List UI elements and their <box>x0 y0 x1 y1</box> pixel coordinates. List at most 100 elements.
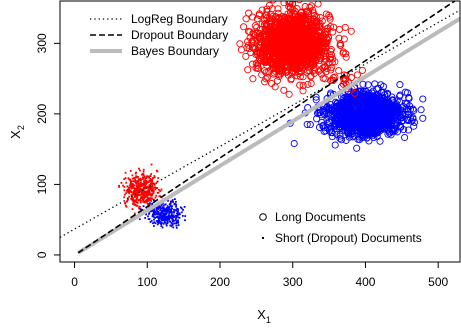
short-document-point <box>149 177 152 180</box>
short-document-point <box>176 208 178 211</box>
short-document-point <box>182 209 184 211</box>
short-document-point <box>166 219 169 222</box>
short-document-point <box>160 207 162 210</box>
short-document-point <box>145 176 148 179</box>
short-document-point <box>145 200 148 203</box>
short-document-point <box>173 211 175 214</box>
short-document-point <box>142 198 144 201</box>
short-document-point <box>149 186 152 188</box>
short-document-point <box>140 181 142 184</box>
long-document-point <box>368 107 376 115</box>
long-document-point <box>273 35 281 43</box>
long-document-point <box>314 1 322 8</box>
long-document-point <box>306 36 314 44</box>
short-document-point <box>135 182 137 184</box>
long-document-point <box>244 66 252 74</box>
short-document-point <box>154 211 156 214</box>
short-document-point <box>152 187 154 190</box>
short-document-point <box>144 179 146 182</box>
long-document-point <box>364 81 372 89</box>
short-document-point <box>145 180 148 182</box>
short-document-point <box>176 212 178 215</box>
long-document-point <box>397 113 406 121</box>
long-document-point <box>296 1 303 4</box>
short-document-point <box>159 195 162 197</box>
short-document-point <box>139 194 142 196</box>
short-document-point <box>153 176 156 179</box>
long-document-point <box>270 24 278 32</box>
short-document-point <box>138 167 140 170</box>
long-document-point <box>330 105 338 113</box>
short-document-point <box>151 194 153 197</box>
short-document-point <box>160 204 163 206</box>
long-document-point <box>305 35 313 43</box>
short-document-point <box>153 199 155 201</box>
short-document-point <box>165 213 167 215</box>
short-document-point <box>129 183 132 186</box>
short-document-point <box>132 183 135 186</box>
long-document-point <box>370 133 378 142</box>
short-document-point <box>169 205 172 208</box>
short-document-point <box>151 208 154 211</box>
short-document-point <box>169 211 171 214</box>
long-document-point <box>300 25 308 33</box>
short-document-point <box>170 225 173 228</box>
x-tick-label: 500 <box>428 275 448 289</box>
short-document-point <box>137 185 140 188</box>
short-document-point <box>131 182 134 185</box>
short-document-point <box>175 226 178 229</box>
long-document-point <box>351 89 359 97</box>
short-document-point <box>170 222 173 224</box>
short-document-point <box>135 199 137 202</box>
short-document-point <box>150 188 153 191</box>
short-document-point <box>149 192 151 195</box>
long-document-point <box>346 117 354 125</box>
short-document-point <box>151 185 154 188</box>
long-document-point <box>315 108 323 117</box>
short-document-point <box>118 184 120 187</box>
short-document-point <box>129 178 131 181</box>
long-document-point <box>328 133 336 141</box>
long-document-point <box>263 74 271 82</box>
short-document-point <box>144 196 147 198</box>
short-document-point <box>127 198 129 201</box>
long-document-point <box>273 77 281 85</box>
short-document-point <box>167 206 169 208</box>
short-document-point <box>150 173 153 175</box>
short-document-point <box>162 213 165 216</box>
long-document-point <box>376 111 384 119</box>
short-document-point <box>170 212 173 214</box>
long-document-point <box>272 64 280 72</box>
short-document-point <box>139 179 142 181</box>
short-document-point <box>156 220 159 223</box>
x-axis: 0 100 200 300 400 500 <box>71 262 449 289</box>
long-document-point <box>282 16 290 24</box>
short-document-point <box>144 199 147 202</box>
long-document-point <box>253 23 261 31</box>
long-document-point <box>386 128 394 136</box>
long-document-point <box>296 81 304 89</box>
short-document-point <box>145 190 148 193</box>
short-document-point <box>151 182 153 184</box>
short-document-point <box>135 176 137 179</box>
long-document-point <box>269 12 277 20</box>
long-document-point <box>396 121 404 129</box>
short-document-point <box>150 163 153 166</box>
long-document-point <box>321 62 329 71</box>
long-document-point <box>301 23 309 32</box>
short-document-point <box>133 190 135 192</box>
short-document-point <box>129 186 132 189</box>
short-document-point <box>147 203 150 205</box>
long-document-point <box>282 68 290 77</box>
short-document-point <box>140 184 143 187</box>
long-document-point <box>305 7 313 16</box>
long-document-point <box>280 86 288 94</box>
long-document-point <box>318 17 326 25</box>
short-document-point <box>156 223 159 226</box>
short-document-point <box>143 186 146 189</box>
short-document-point <box>167 207 170 209</box>
long-document-point <box>303 120 311 128</box>
short-document-point <box>133 212 136 215</box>
short-document-point <box>149 194 152 197</box>
long-document-point <box>299 52 307 61</box>
